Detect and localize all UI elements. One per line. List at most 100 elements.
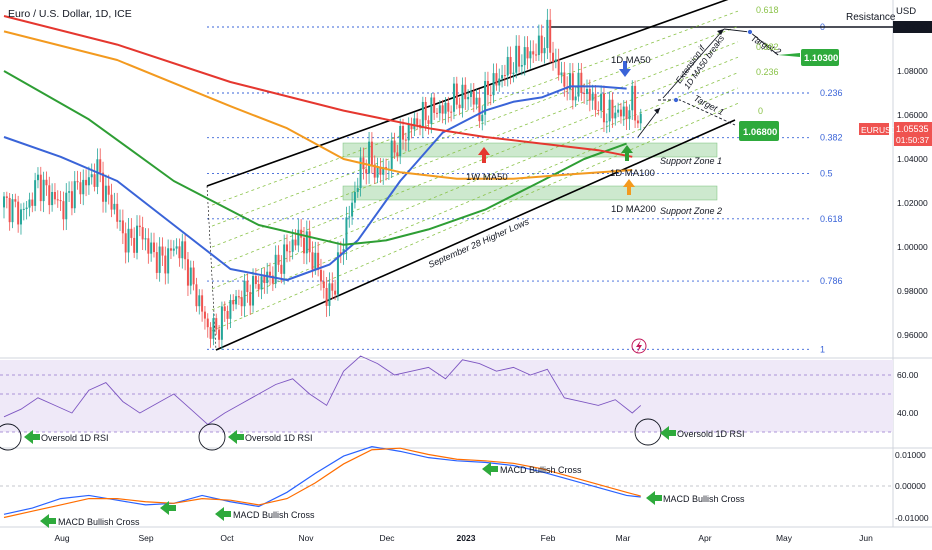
candle-body <box>48 185 51 206</box>
candle-body <box>34 180 37 206</box>
oversold-arrow <box>24 430 40 444</box>
macd-cross-label: MACD Bullish Cross <box>663 494 745 504</box>
resistance-price-tag <box>893 21 932 33</box>
channel-mid-line <box>211 56 739 269</box>
support-zone-1-label: Support Zone 1 <box>660 156 722 166</box>
time-tick-label: Apr <box>698 533 711 543</box>
candle-body <box>614 112 617 119</box>
price-tick-label: 1.00000 <box>897 242 928 252</box>
ma200-label: 1D MA200 <box>611 204 656 215</box>
candle-body <box>291 239 294 252</box>
candle-body <box>119 220 122 222</box>
candle-body <box>328 283 331 306</box>
candle-body <box>260 276 263 290</box>
extension-arrow <box>717 29 724 35</box>
candle-body <box>336 252 339 295</box>
candle-body <box>617 109 620 113</box>
candle-body <box>257 284 260 290</box>
candle-body <box>331 283 334 291</box>
price-tick-label: 1.04000 <box>897 154 928 164</box>
candle-body <box>249 292 252 306</box>
candle-body <box>410 123 413 130</box>
candle-body <box>11 199 14 223</box>
candle-body <box>370 141 373 165</box>
candle-body <box>543 48 546 54</box>
target2-price: 1.10300 <box>804 53 838 64</box>
candle-body <box>475 97 478 105</box>
symbol-tag-bg <box>859 123 889 135</box>
candle-body <box>158 246 161 273</box>
candle-body <box>178 246 181 259</box>
candle-body <box>569 73 571 90</box>
candle-body <box>53 191 56 200</box>
candle-body <box>246 280 249 293</box>
candle-body <box>127 228 130 253</box>
ma50-arrow <box>619 61 631 77</box>
candle-body <box>549 19 552 53</box>
candle-body <box>317 252 320 270</box>
candle-body <box>220 306 223 340</box>
candle-body <box>294 239 297 246</box>
candle-body <box>444 102 447 114</box>
candle-body <box>379 166 382 175</box>
candle-body <box>472 91 475 105</box>
candle-body <box>124 233 127 253</box>
candle-body <box>580 72 583 93</box>
macd-tick-label: 0.01000 <box>895 450 926 460</box>
time-tick-label: Jun <box>859 533 873 543</box>
candle-body <box>560 72 563 76</box>
candle-body <box>110 194 113 210</box>
time-tick-label: Aug <box>54 533 69 543</box>
fib-extension-label: 0.236 <box>756 67 779 77</box>
candle-body <box>31 199 34 206</box>
oversold-circle <box>634 418 662 446</box>
candle-body <box>201 295 204 312</box>
rsi-band <box>0 360 893 432</box>
candle-body <box>461 84 464 109</box>
candle-body <box>85 179 88 186</box>
candle-body <box>133 237 136 253</box>
last-price: 1.05535 <box>896 124 929 134</box>
macd-cross-arrow <box>482 462 498 476</box>
candle-body <box>215 318 218 330</box>
channel-mid-line <box>211 102 739 332</box>
candle-body <box>218 329 221 340</box>
candle-body <box>373 164 376 178</box>
candle-body <box>634 85 637 121</box>
candle-body <box>113 203 116 210</box>
candle-body <box>588 88 591 101</box>
candle-body <box>19 209 22 225</box>
channel-lower-line <box>215 119 736 351</box>
candle-body <box>269 271 272 276</box>
ma-line-1d-ma200 <box>3 15 633 158</box>
time-tick-label: 2023 <box>457 533 476 543</box>
extension-label: Extension if1D MA50 breaks <box>673 27 726 91</box>
candle-body <box>14 199 17 202</box>
candle-body <box>252 276 255 306</box>
candle-body <box>506 56 509 76</box>
candle-body <box>266 271 269 284</box>
oversold-rsi-label: Oversold 1D RSI <box>245 433 313 443</box>
candle-body <box>8 197 11 223</box>
candle-body <box>529 51 532 59</box>
time-tick-label: Oct <box>220 533 234 543</box>
candle-body <box>339 252 342 255</box>
w-ma50-arrow <box>478 147 490 163</box>
candle-body <box>520 65 523 67</box>
candle-body <box>169 248 172 251</box>
currency-label: USD <box>896 6 916 17</box>
candle-body <box>87 177 90 186</box>
candle-body <box>243 280 246 307</box>
candle-body <box>17 201 20 225</box>
candle-body <box>540 35 543 54</box>
candle-body <box>144 238 147 240</box>
macd-indicator <box>3 446 641 519</box>
macd-line <box>3 446 641 515</box>
candle-body <box>104 185 107 202</box>
candle-body <box>319 269 322 282</box>
macd-cross-arrow <box>215 507 231 521</box>
candle-body <box>608 99 611 122</box>
candle-body <box>155 252 158 273</box>
symbol-tag: EURUSD <box>861 125 897 135</box>
